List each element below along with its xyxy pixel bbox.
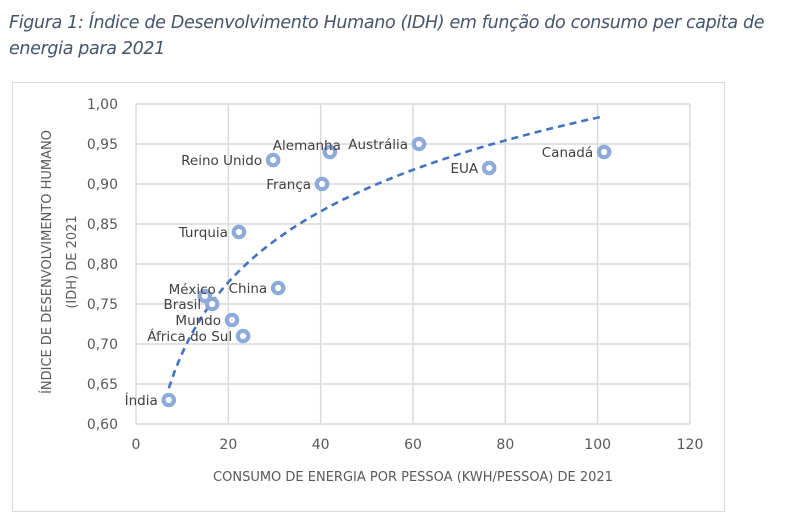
x-tick-label: 80 [496, 437, 514, 453]
x-tick-label: 100 [584, 437, 611, 453]
data-point [204, 296, 220, 312]
y-tick-label: 0,70 [87, 337, 118, 353]
point-label: Austrália [348, 137, 408, 153]
x-tick-label: 20 [219, 437, 237, 453]
point-label: China [229, 281, 268, 297]
data-point [481, 160, 497, 176]
y-axis-title-line-2: (IDH) DE 2021 [65, 215, 80, 308]
x-tick-label: 120 [677, 437, 704, 453]
point-label: Mundo [175, 313, 221, 329]
data-point [224, 312, 240, 328]
y-tick-label: 0,75 [87, 297, 118, 313]
x-axis-ticks: 0 20 40 60 80 100 120 [132, 437, 704, 453]
x-tick-label: 60 [404, 437, 422, 453]
data-point [161, 392, 177, 408]
x-tick-label: 0 [132, 437, 141, 453]
point-label: Brasil [164, 297, 202, 313]
scatter-chart: 0,60 0,65 0,70 0,75 0,80 0,85 0,90 0,95 1,00 0 20… [39, 97, 704, 485]
y-tick-label: 0,60 [87, 417, 118, 433]
y-tick-label: 0,90 [87, 177, 118, 193]
caption-line-1: Figura 1: Índice de Desenvolvimento Huma… [9, 13, 765, 33]
y-axis-ticks: 0,60 0,65 0,70 0,75 0,80 0,85 0,90 0,95 1,00 [87, 97, 118, 433]
point-label: África do Sul [147, 328, 232, 345]
y-tick-label: 1,00 [87, 97, 118, 113]
data-points [161, 136, 612, 408]
y-tick-label: 0,80 [87, 257, 118, 273]
x-tick-label: 40 [312, 437, 330, 453]
data-point [265, 152, 281, 168]
trendline [167, 114, 605, 389]
y-tick-label: 0,85 [87, 217, 118, 233]
point-label: Alemanha [273, 138, 341, 154]
gridlines [135, 103, 691, 425]
point-label: EUA [451, 161, 479, 177]
x-axis-title: CONSUMO DE ENERGIA POR PESSOA (KWH/PESSO… [213, 470, 613, 485]
point-label: Índia [125, 392, 158, 409]
y-tick-label: 0,95 [87, 137, 118, 153]
point-label: França [266, 177, 311, 193]
caption-line-2: energia para 2021 [9, 39, 165, 59]
figure-caption: Figura 1: Índice de Desenvolvimento Huma… [9, 10, 799, 62]
data-point [235, 328, 251, 344]
y-tick-label: 0,65 [87, 377, 118, 393]
point-label: Turquia [178, 225, 228, 241]
data-point [231, 224, 247, 240]
point-label: Canadá [542, 145, 593, 161]
data-point [322, 144, 338, 160]
point-label: México [169, 282, 216, 298]
data-point [314, 176, 330, 192]
data-point [270, 280, 286, 296]
y-axis-title-line-1: ÍNDICE DE DESENVOLVIMENTO HUMANO [39, 130, 55, 394]
point-label: Reino Unido [181, 153, 262, 169]
data-point [596, 144, 612, 160]
data-point [411, 136, 427, 152]
